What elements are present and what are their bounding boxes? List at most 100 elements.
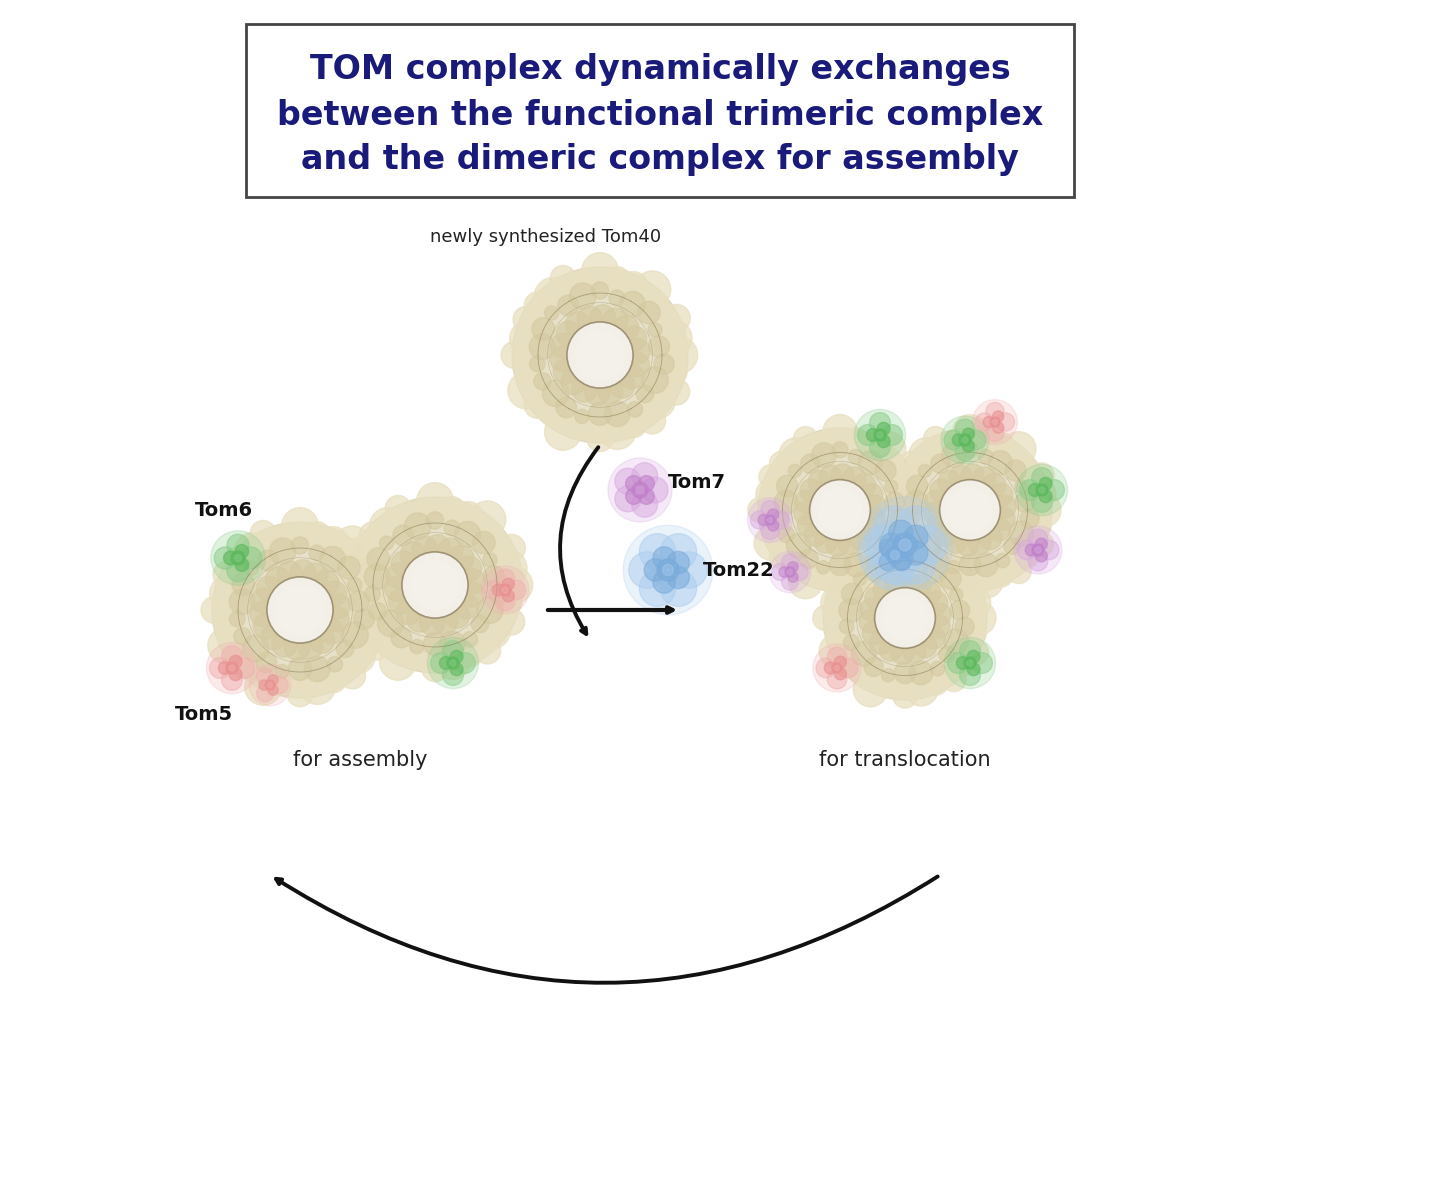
Circle shape (256, 685, 274, 702)
Circle shape (622, 326, 647, 352)
Circle shape (516, 359, 541, 384)
Circle shape (285, 635, 310, 660)
Circle shape (927, 615, 950, 638)
Circle shape (893, 684, 917, 708)
Circle shape (422, 655, 448, 681)
Circle shape (544, 306, 559, 320)
Circle shape (788, 562, 798, 572)
Circle shape (986, 402, 1004, 420)
Circle shape (798, 513, 821, 537)
Circle shape (1028, 462, 1054, 489)
Circle shape (228, 560, 249, 582)
Circle shape (1031, 491, 1053, 513)
Circle shape (904, 541, 927, 565)
Text: Tom22: Tom22 (703, 561, 775, 579)
Circle shape (907, 476, 927, 496)
Circle shape (282, 508, 318, 544)
Circle shape (639, 569, 675, 607)
Circle shape (230, 551, 245, 565)
Circle shape (793, 502, 816, 525)
Circle shape (877, 435, 890, 448)
Circle shape (769, 544, 793, 569)
Circle shape (1028, 529, 1048, 549)
Circle shape (229, 612, 245, 627)
Circle shape (1040, 541, 1058, 560)
Circle shape (592, 282, 609, 299)
Circle shape (474, 612, 510, 649)
Circle shape (760, 513, 785, 537)
Circle shape (827, 647, 847, 667)
Circle shape (661, 359, 687, 385)
Circle shape (877, 559, 901, 584)
Circle shape (321, 582, 347, 606)
Circle shape (202, 596, 228, 624)
Circle shape (840, 619, 854, 633)
Circle shape (271, 525, 297, 553)
Circle shape (870, 437, 890, 458)
Circle shape (524, 291, 552, 319)
Circle shape (788, 465, 802, 478)
Circle shape (972, 400, 1018, 444)
Circle shape (625, 476, 642, 491)
Circle shape (356, 574, 392, 612)
Circle shape (962, 437, 968, 443)
Circle shape (484, 580, 504, 600)
Circle shape (636, 385, 654, 403)
Circle shape (923, 541, 949, 566)
Circle shape (207, 627, 245, 663)
Circle shape (300, 667, 336, 704)
Circle shape (648, 323, 662, 337)
Circle shape (498, 608, 524, 635)
Circle shape (474, 638, 501, 663)
Text: for translocation: for translocation (819, 750, 991, 771)
Circle shape (433, 643, 471, 679)
Circle shape (206, 643, 258, 694)
Circle shape (1027, 513, 1051, 538)
Circle shape (913, 557, 927, 572)
Circle shape (874, 429, 886, 441)
Circle shape (858, 425, 878, 445)
Circle shape (924, 490, 948, 513)
Circle shape (792, 563, 808, 580)
Circle shape (909, 526, 924, 543)
Circle shape (768, 520, 779, 531)
Circle shape (919, 465, 932, 478)
Circle shape (909, 438, 943, 472)
Circle shape (812, 431, 838, 456)
Circle shape (1044, 479, 1064, 501)
Circle shape (215, 547, 236, 569)
Circle shape (916, 533, 942, 559)
Circle shape (258, 550, 278, 571)
Circle shape (439, 656, 452, 669)
Circle shape (615, 468, 641, 494)
Circle shape (940, 568, 960, 589)
Circle shape (556, 321, 582, 347)
Circle shape (992, 507, 1015, 530)
Circle shape (991, 417, 999, 427)
Circle shape (924, 502, 948, 525)
Circle shape (348, 591, 370, 612)
Circle shape (812, 606, 838, 631)
Circle shape (948, 653, 968, 673)
Circle shape (989, 484, 1012, 507)
Circle shape (842, 467, 865, 490)
Circle shape (324, 607, 350, 632)
Circle shape (632, 482, 648, 498)
Circle shape (809, 479, 870, 541)
Circle shape (844, 635, 860, 650)
Circle shape (480, 526, 505, 553)
Circle shape (877, 423, 890, 435)
Circle shape (829, 554, 851, 576)
Circle shape (577, 306, 602, 331)
Circle shape (1009, 521, 1034, 545)
Circle shape (962, 601, 996, 636)
Circle shape (350, 589, 376, 614)
Circle shape (320, 666, 347, 692)
Circle shape (629, 551, 665, 589)
Circle shape (960, 464, 984, 486)
Circle shape (894, 662, 916, 684)
Circle shape (508, 372, 544, 409)
Circle shape (1040, 477, 1053, 490)
Circle shape (320, 526, 347, 554)
Circle shape (776, 476, 798, 496)
